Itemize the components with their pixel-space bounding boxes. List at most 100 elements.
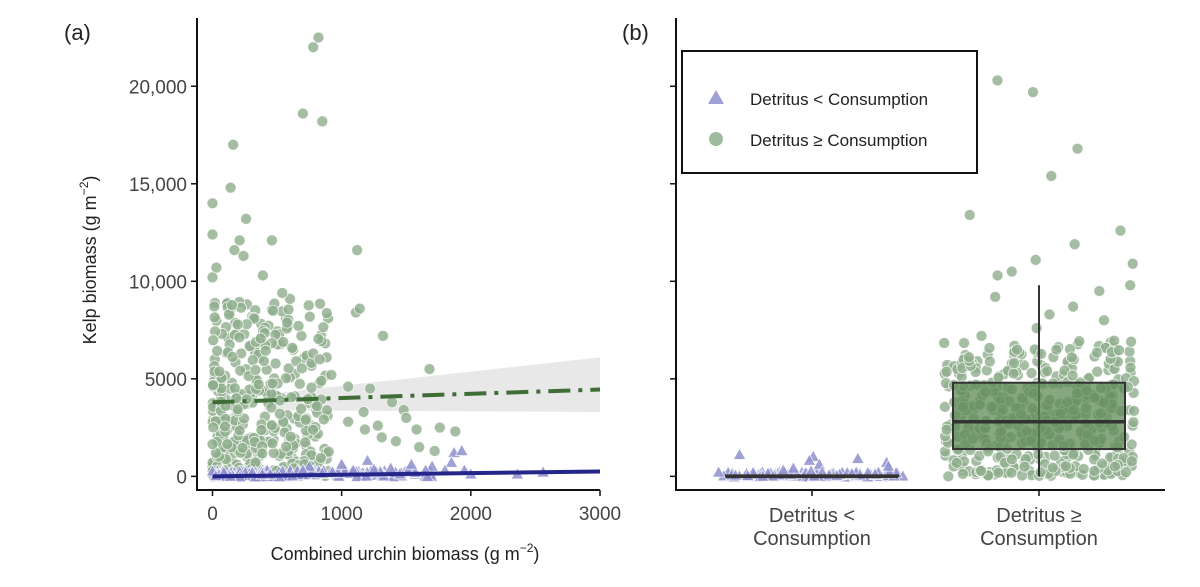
legend-label-lt: Detritus < Consumption bbox=[750, 90, 928, 109]
y-tick-label: 10,000 bbox=[129, 272, 187, 293]
jitter-point bbox=[851, 451, 865, 464]
jitter-point bbox=[1114, 224, 1127, 237]
jitter-point bbox=[1093, 285, 1106, 297]
jitter-point bbox=[1005, 466, 1018, 479]
scatter-point bbox=[296, 362, 308, 375]
scatter-point bbox=[267, 447, 280, 459]
box-iqr bbox=[952, 381, 1126, 451]
jitter-point bbox=[963, 209, 976, 221]
jitter-point bbox=[1068, 238, 1081, 251]
scatter-point bbox=[227, 138, 240, 151]
scatter-point bbox=[246, 354, 259, 367]
jitter-point bbox=[1011, 343, 1023, 356]
category-label: Consumption bbox=[980, 528, 1098, 550]
jitter-point bbox=[1060, 460, 1072, 473]
scatter-point bbox=[400, 411, 413, 424]
scatter-point bbox=[302, 459, 317, 472]
scatter-point bbox=[413, 441, 426, 453]
scatter-point bbox=[259, 344, 272, 357]
jitter-point bbox=[1120, 466, 1132, 479]
scatter-point bbox=[342, 380, 355, 393]
jitter-point bbox=[942, 470, 955, 483]
scatter-point bbox=[314, 452, 327, 464]
scatter-point bbox=[228, 382, 241, 395]
scatter-point bbox=[228, 244, 241, 256]
legend-circle-marker bbox=[709, 132, 723, 146]
jitter-point bbox=[1050, 343, 1063, 356]
scatter-point bbox=[266, 437, 279, 450]
jitter-point bbox=[1113, 344, 1125, 357]
scatter-point bbox=[312, 31, 325, 44]
scatter-point bbox=[226, 299, 238, 312]
scatter-point bbox=[359, 423, 371, 436]
scatter-point bbox=[454, 443, 469, 456]
jitter-point bbox=[1029, 253, 1042, 266]
scatter-point bbox=[233, 424, 246, 437]
jitter-point bbox=[1066, 369, 1079, 382]
scatter-point bbox=[221, 438, 234, 451]
jitter-point bbox=[1025, 367, 1038, 379]
category-label: Consumption bbox=[753, 528, 871, 550]
jitter-point bbox=[1073, 335, 1086, 348]
scatter-point bbox=[252, 378, 265, 391]
scatter-point bbox=[377, 330, 389, 342]
jitter-point bbox=[975, 330, 988, 342]
jitter-point bbox=[950, 456, 963, 469]
legend: Detritus < Consumption Detritus ≥ Consum… bbox=[681, 50, 978, 174]
scatter-point bbox=[420, 469, 435, 482]
scatter-point bbox=[206, 197, 219, 210]
scatter-point bbox=[208, 300, 221, 313]
jitter-point bbox=[1035, 348, 1048, 360]
scatter-point bbox=[320, 307, 333, 319]
scatter-point bbox=[234, 364, 247, 377]
scatter-point bbox=[351, 244, 364, 256]
scatter-point bbox=[322, 445, 335, 458]
scatter-point bbox=[317, 413, 330, 426]
scatter-point bbox=[254, 332, 267, 345]
jitter-point bbox=[1030, 322, 1043, 335]
jitter-point bbox=[1008, 357, 1020, 370]
scatter-point bbox=[371, 419, 384, 432]
scatter-point bbox=[267, 304, 279, 317]
scatter-point bbox=[237, 250, 250, 262]
scatter-point bbox=[353, 302, 366, 315]
jitter-point bbox=[940, 423, 953, 436]
scatter-point bbox=[265, 419, 278, 432]
x-tick-label: 0 bbox=[207, 504, 218, 525]
jitter-point bbox=[1124, 361, 1137, 374]
jitter-point bbox=[975, 464, 987, 477]
scatter-point bbox=[276, 287, 289, 299]
scatter-point bbox=[282, 303, 295, 316]
boxes bbox=[725, 285, 1126, 479]
jitter-point bbox=[1123, 345, 1136, 358]
scatter-point bbox=[307, 423, 319, 436]
scatter-point bbox=[433, 421, 446, 434]
scatter-point bbox=[302, 299, 315, 312]
y-axis-ticks-b bbox=[670, 85, 676, 478]
jitter-point bbox=[1027, 86, 1039, 99]
jitter-point bbox=[1096, 457, 1109, 470]
scatter-point bbox=[325, 369, 338, 381]
scatter-point bbox=[313, 353, 326, 366]
fit-line-detritus-lt bbox=[212, 469, 601, 479]
scatter-point bbox=[303, 310, 316, 323]
jitter-point bbox=[1048, 449, 1061, 462]
jitter-point bbox=[983, 355, 996, 368]
scatter-point bbox=[315, 374, 328, 387]
scatter-point bbox=[231, 403, 244, 416]
jitter-point bbox=[1067, 300, 1080, 313]
scatter-point bbox=[258, 355, 270, 367]
jitter-point bbox=[1125, 438, 1138, 451]
jitter-point bbox=[1128, 405, 1140, 417]
scatter-point bbox=[295, 330, 308, 342]
y-tick-label: 0 bbox=[176, 467, 187, 488]
panel-a-scatter: (a) 0 5000 10,000 15,000 20,000 0 1000 2000 300… bbox=[64, 18, 621, 564]
scatter-point bbox=[449, 425, 462, 438]
scatter-point bbox=[360, 453, 375, 466]
scatter-point bbox=[249, 364, 262, 376]
jitter-point bbox=[963, 351, 975, 364]
regression-lines bbox=[212, 387, 601, 479]
panel-b-label: (b) bbox=[622, 20, 649, 45]
scatter-point bbox=[206, 228, 219, 241]
